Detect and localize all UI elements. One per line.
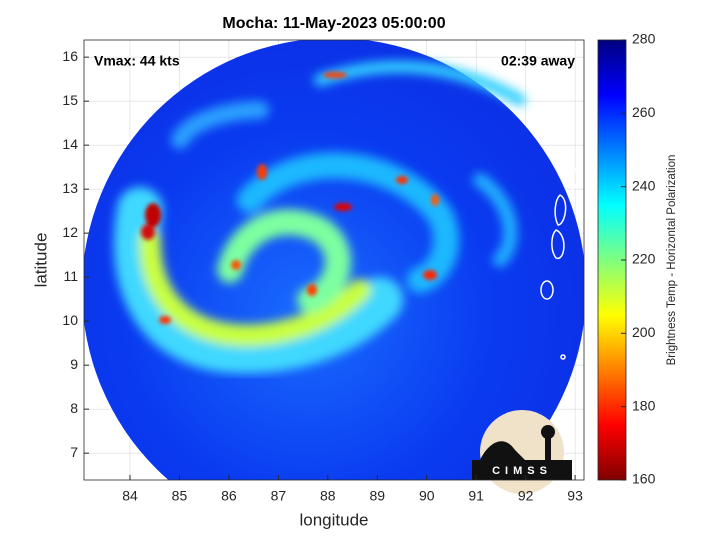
x-tick-label: 87 (271, 488, 287, 504)
y-tick-label: 8 (70, 400, 78, 416)
annotation: Vmax: 44 kts (94, 53, 180, 69)
y-tick-label: 11 (63, 268, 78, 284)
colorbar-tick-label: 280 (632, 31, 656, 47)
x-tick-label: 92 (518, 488, 534, 504)
chart-title: Mocha: 11-May-2023 05:00:00 (222, 15, 445, 32)
y-tick-label: 9 (70, 356, 78, 372)
x-tick-label: 90 (419, 488, 435, 504)
x-axis-label: longitude (299, 510, 368, 529)
x-tick-label: 86 (221, 488, 237, 504)
y-tick-label: 12 (62, 224, 78, 240)
y-tick-label: 7 (70, 444, 78, 460)
x-tick-label: 91 (468, 488, 484, 504)
logo-text: CIMSS (492, 465, 552, 477)
y-tick-label: 15 (62, 92, 78, 108)
colorbar-tick-label: 180 (632, 397, 656, 413)
y-tick-label: 14 (62, 136, 78, 152)
x-tick-label: 84 (122, 488, 138, 504)
x-tick-label: 85 (172, 488, 188, 504)
colorbar-tick-label: 240 (632, 177, 656, 193)
image (84, 40, 584, 480)
colorbar-label: Brightness Temp - Horizontal Polarizatio… (666, 155, 678, 366)
annotation: 02:39 away (501, 53, 575, 69)
colorbar-tick-label: 260 (632, 104, 656, 120)
colorbar-tick-label: 220 (632, 251, 656, 267)
colorbar-tick-label: 200 (632, 324, 656, 340)
y-tick-label: 13 (62, 180, 78, 196)
x-tick-label: 89 (369, 488, 385, 504)
y-tick-label: 16 (62, 48, 78, 64)
x-tick-label: 93 (567, 488, 583, 504)
colorbar-tick-label: 160 (632, 471, 656, 487)
y-axis-label: latitude (31, 233, 50, 288)
logo: CIMSS (472, 410, 572, 494)
y-tick-label: 10 (62, 312, 78, 328)
x-tick-label: 88 (320, 488, 336, 504)
axes-box (83, 39, 585, 481)
